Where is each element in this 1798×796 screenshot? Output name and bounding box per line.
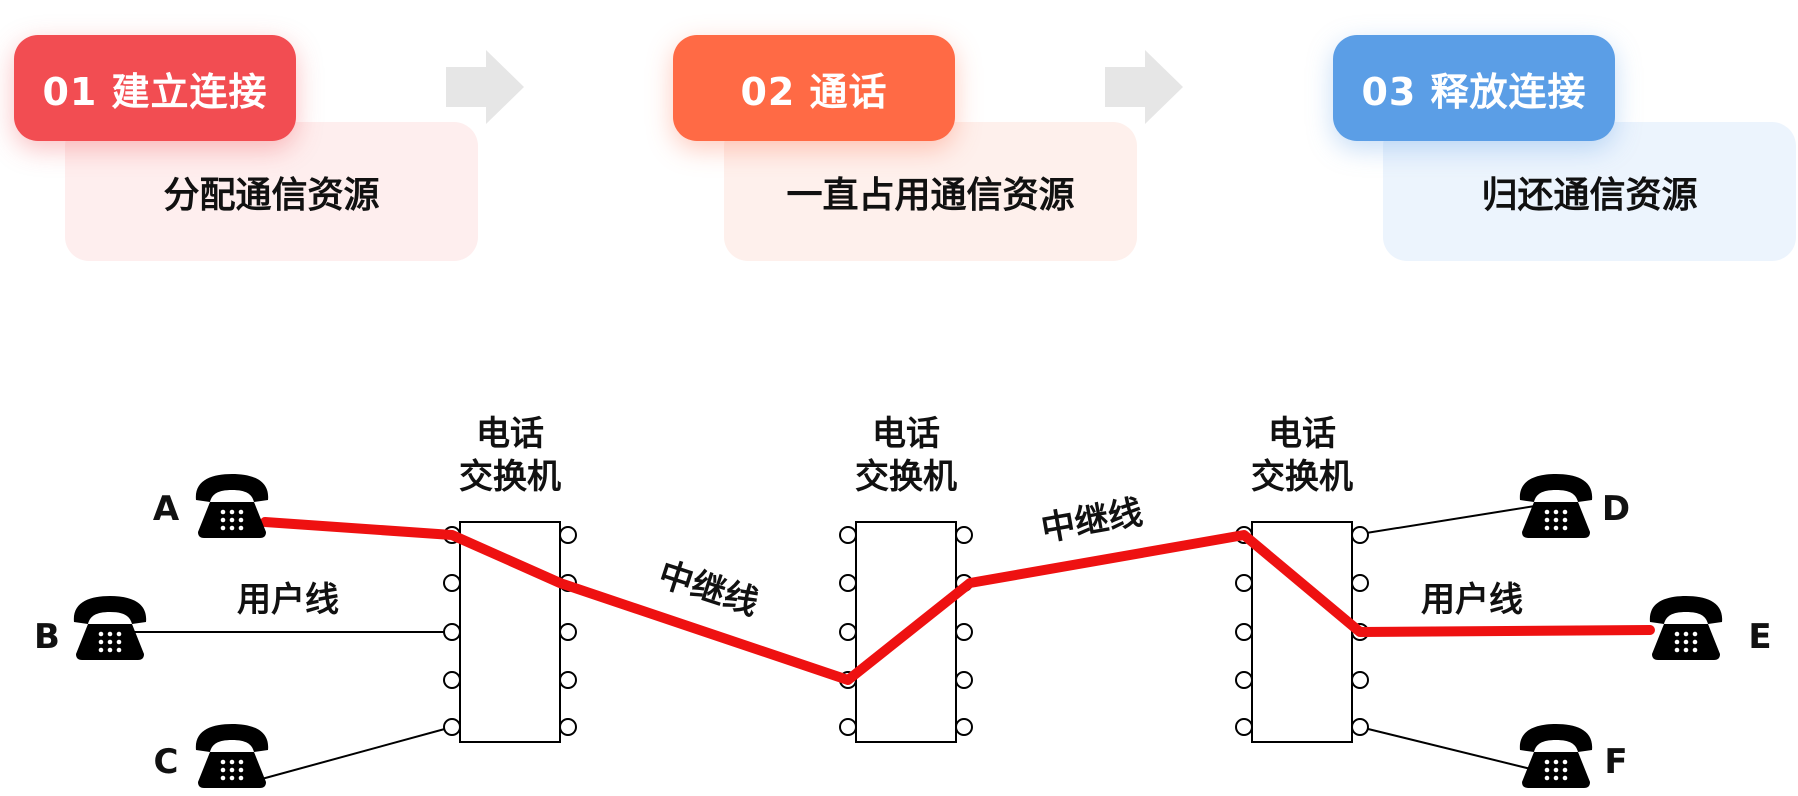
switch-1-label-line2: 交换机 [459,457,561,497]
trunk-right-label: 中继线 [1038,492,1145,549]
telephone-icon [73,596,147,660]
telephone-icon [195,474,269,538]
step-1-label-pill: 01 建立连接 [14,35,296,141]
trunk-left-label: 中继线 [654,554,763,624]
step-2-desc-box: 一直占用通信资源 [724,122,1137,261]
step-3-label-pill: 03 释放连接 [1333,35,1615,141]
telephone-icon [1519,724,1593,788]
switch-2: 电话 交换机 [839,414,973,743]
step-1-desc-box: 分配通信资源 [65,122,478,261]
step-3-label: 03 释放连接 [1361,69,1587,114]
switch-3-label-line2: 交换机 [1251,457,1353,497]
switch-3-label-line1: 电话 [1268,414,1336,454]
user-line-c [257,726,453,781]
call-path [260,517,1655,685]
phone-label-d: D [1602,489,1630,529]
step-2-label-pill: 02 通话 [673,35,955,141]
step-1-desc: 分配通信资源 [163,174,380,216]
switch-2-label-line2: 交换机 [855,457,957,497]
phone-label-b: B [34,617,60,657]
step-2-label: 02 通话 [740,69,888,114]
telephone-icon [195,724,269,788]
arrow-right-icon [446,50,524,124]
telephone-icon [1649,596,1723,660]
user-line-f [1359,726,1536,771]
step-1-label: 01 建立连接 [42,69,268,114]
user-line-d [1359,505,1536,535]
user-line-right-label: 用户线 [1421,580,1523,620]
step-2-desc: 一直占用通信资源 [786,174,1075,216]
phone-label-a: A [153,489,180,529]
switch-1-label-line1: 电话 [476,414,544,454]
phone-label-f: F [1604,742,1627,782]
phone-label-c: C [154,742,179,782]
step-3-desc-box: 归还通信资源 [1383,122,1796,261]
switch-2-label-line1: 电话 [872,414,940,454]
step-3-desc: 归还通信资源 [1481,174,1698,216]
phone-label-e: E [1748,617,1771,657]
user-line-left-label: 用户线 [237,580,339,620]
switch-1: 电话 交换机 [443,414,577,743]
arrow-right-icon [1105,50,1183,124]
